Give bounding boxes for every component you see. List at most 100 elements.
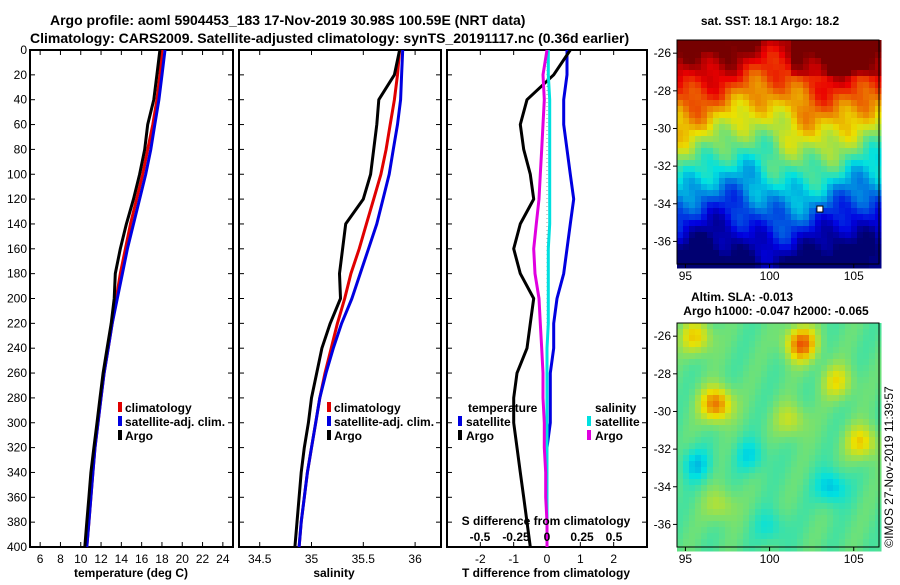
map-cell <box>683 178 690 185</box>
map-cell <box>839 395 846 402</box>
map-cell <box>773 124 780 131</box>
map-cell <box>767 503 774 510</box>
map-cell <box>773 196 780 203</box>
map-cell <box>773 76 780 83</box>
map-cell <box>779 250 786 257</box>
map-cell <box>749 383 756 390</box>
map-cell <box>797 136 804 143</box>
map-cell <box>797 238 804 245</box>
map-cell <box>689 377 696 384</box>
map-cell <box>683 112 690 119</box>
map-cell <box>695 58 702 65</box>
map-cell <box>815 407 822 414</box>
map-cell <box>737 455 744 462</box>
map-cell <box>689 202 696 209</box>
map-cell <box>683 220 690 227</box>
map-cell <box>863 395 870 402</box>
map-cell <box>845 377 852 384</box>
map-cell <box>755 112 762 119</box>
map-cell <box>677 196 684 203</box>
map-cell <box>707 449 714 456</box>
map-cell <box>869 142 876 149</box>
map-cell <box>827 443 834 450</box>
map-cell <box>737 509 744 516</box>
map-cell <box>845 226 852 233</box>
map-cell <box>827 196 834 203</box>
map-cell <box>761 521 768 528</box>
map-cell <box>755 238 762 245</box>
map-cell <box>869 184 876 191</box>
map-cell <box>713 461 720 468</box>
map-cell <box>785 238 792 245</box>
x-tick-label: 1 <box>577 552 584 566</box>
map-cell <box>707 94 714 101</box>
map-cell <box>755 497 762 504</box>
map-cell <box>737 178 744 185</box>
map-cell <box>791 82 798 89</box>
map-cell <box>803 323 810 330</box>
map-cell <box>677 485 684 492</box>
map-cell <box>857 509 864 516</box>
map-cell <box>791 485 798 492</box>
map-cell <box>791 52 798 59</box>
map-cell <box>677 100 684 107</box>
map-cell <box>803 485 810 492</box>
map-cell <box>827 244 834 251</box>
map-cell <box>815 244 822 251</box>
map-cell <box>863 533 870 540</box>
map-cell <box>809 118 816 125</box>
map-cell <box>707 419 714 426</box>
map-cell <box>755 220 762 227</box>
map-cell <box>689 455 696 462</box>
map-cell <box>761 329 768 336</box>
map-cell <box>785 461 792 468</box>
map-cell <box>725 208 732 215</box>
map-cell <box>833 479 840 486</box>
map-cell <box>797 479 804 486</box>
map-cell <box>785 425 792 432</box>
map-cell <box>845 521 852 528</box>
map-cell <box>743 425 750 432</box>
map-cell <box>845 244 852 251</box>
map-cell <box>713 389 720 396</box>
map-cell <box>821 365 828 372</box>
map-cell <box>827 64 834 71</box>
map-cell <box>809 178 816 185</box>
lat-tick-label: -26 <box>654 46 672 60</box>
map-cell <box>827 106 834 113</box>
map-cell <box>749 353 756 360</box>
map-cell <box>803 329 810 336</box>
map-cell <box>827 347 834 354</box>
map-cell <box>785 112 792 119</box>
map-cell <box>791 527 798 534</box>
lat-tick-label: -30 <box>654 404 672 418</box>
map-cell <box>869 425 876 432</box>
map-cell <box>773 220 780 227</box>
map-cell <box>725 94 732 101</box>
map-cell <box>725 250 732 257</box>
map-cell <box>833 431 840 438</box>
map-cell <box>743 509 750 516</box>
map-cell <box>731 166 738 173</box>
map-cell <box>797 208 804 215</box>
map-cell <box>857 256 864 263</box>
map-cell <box>809 413 816 420</box>
map-cell <box>857 250 864 257</box>
map-cell <box>833 88 840 95</box>
map-cell <box>809 88 816 95</box>
map-cell <box>779 118 786 125</box>
map-cell <box>821 407 828 414</box>
map-cell <box>677 166 684 173</box>
map-cell <box>809 226 816 233</box>
map-cell <box>851 497 858 504</box>
map-cell <box>761 262 768 269</box>
map-cell <box>833 485 840 492</box>
map-cell <box>749 262 756 269</box>
map-cell <box>809 353 816 360</box>
map-cell <box>863 467 870 474</box>
map-cell <box>869 64 876 71</box>
map-cell <box>767 148 774 155</box>
map-cell <box>719 196 726 203</box>
map-cell <box>803 220 810 227</box>
map-cell <box>749 64 756 71</box>
